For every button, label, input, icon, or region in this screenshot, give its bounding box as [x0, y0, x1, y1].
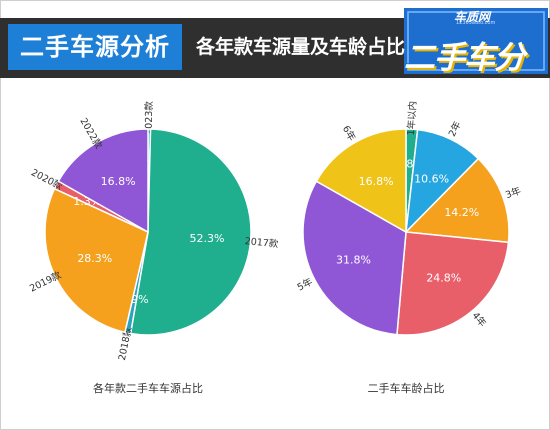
pie-slice: [129, 128, 252, 336]
pie-title-model-year: 各年款二手车车源占比: [93, 381, 203, 395]
slice-category-label: 5年: [295, 275, 315, 293]
slice-value-label: 24.8%: [426, 272, 461, 285]
header-banner: 二手车源分析 各年款车源量及车龄占比 车质网 12365auto.com 二手车…: [0, 0, 550, 78]
slice-category-label: 1年以内: [405, 101, 419, 136]
pie-slice: [44, 187, 149, 334]
pie-slice: [404, 157, 510, 244]
pie-slice: [315, 128, 407, 234]
logo-sub: 12365auto.com: [456, 20, 496, 26]
pie-slice: [396, 231, 510, 336]
slice-value-label: 16.8%: [101, 175, 136, 188]
slice-category-label: 2023款: [143, 101, 155, 135]
slice-category-label: 2019款: [28, 269, 64, 295]
slice-category-label: 6年: [340, 124, 358, 144]
header-subtitle: 各年款车源量及车龄占比: [196, 36, 406, 58]
slice-category-label: 2017款: [244, 235, 279, 250]
slice-value-label: 52.3%: [190, 232, 225, 245]
pie-slice: [57, 128, 149, 234]
logo-backdrop: [404, 8, 548, 74]
slice-value-label: 31.8%: [336, 254, 371, 267]
slice-value-label: 10.6%: [414, 173, 449, 186]
slice-value-label: 16.8%: [359, 175, 394, 188]
slice-category-label: 4年: [470, 310, 489, 330]
logo-border: [407, 11, 545, 71]
pie-slice: [302, 180, 407, 336]
pie-slice: [405, 128, 480, 235]
slice-value-label: 28.3%: [77, 252, 112, 265]
slice-category-label: 2年: [446, 119, 464, 139]
header-label: 二手车源分析: [8, 24, 182, 70]
slice-category-label: 3年: [504, 184, 523, 201]
logo-text: 二手车分析: [404, 40, 525, 76]
logo: 车质网 12365auto.com 二手车分析: [396, 0, 546, 78]
pie-chart-vehicle-age: 1.8%1年以内10.6%2年14.2%3年24.8%4年31.8%5年16.8…: [295, 101, 523, 336]
logo-brand: 车质网: [454, 10, 491, 24]
slice-value-label: 14.2%: [444, 206, 479, 219]
pie-title-vehicle-age: 二手车车龄占比: [368, 381, 445, 395]
